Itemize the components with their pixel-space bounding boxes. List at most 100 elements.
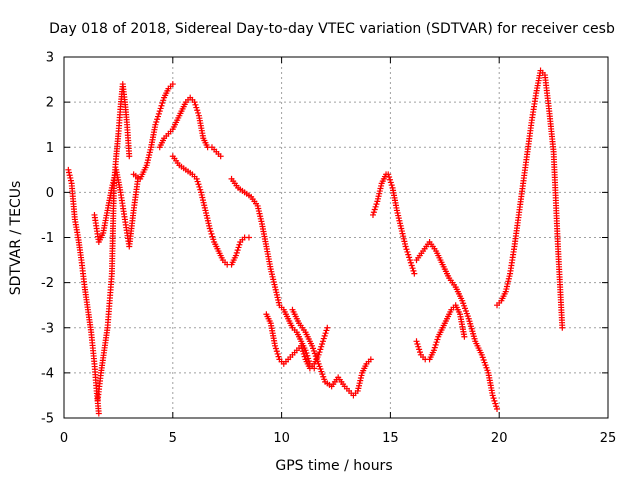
data-point-marker — [155, 113, 162, 120]
data-point-marker — [404, 248, 411, 255]
data-point-marker — [411, 270, 418, 277]
data-point-marker — [275, 353, 282, 360]
data-point-marker — [321, 332, 328, 339]
data-point-marker — [234, 247, 241, 254]
data-point-marker — [433, 339, 440, 346]
data-point-marker — [235, 244, 242, 251]
data-point-marker — [304, 352, 311, 359]
data-point-marker — [299, 345, 306, 352]
data-point-marker — [196, 183, 203, 190]
data-point-marker — [272, 342, 279, 349]
data-point-marker — [490, 395, 497, 402]
y-tick-label: -3 — [41, 321, 54, 336]
data-point-marker — [317, 346, 324, 353]
data-point-marker — [273, 348, 280, 355]
data-point-marker — [305, 355, 312, 362]
data-point-marker — [492, 400, 499, 407]
data-point-marker — [493, 403, 500, 410]
data-point-marker — [192, 101, 199, 108]
y-tick-label: 2 — [46, 96, 54, 111]
data-point-marker — [158, 102, 165, 109]
data-point-marker — [159, 100, 166, 107]
data-point-marker — [298, 342, 305, 349]
data-point-marker — [66, 169, 73, 176]
y-tick-label: -2 — [41, 276, 54, 291]
data-point-marker — [126, 153, 133, 160]
data-point-marker — [169, 81, 176, 88]
plot-frame — [63, 56, 609, 419]
data-point-marker — [372, 203, 379, 210]
tick-labels: 0 5 10 15 20 25 -5 -4 -3 -2 -1 0 1 2 3 — [41, 51, 616, 447]
data-point-marker — [559, 324, 566, 331]
data-point-marker — [272, 345, 279, 352]
x-tick-label: 15 — [382, 431, 399, 446]
data-point-marker — [409, 265, 416, 272]
data-point-marker — [324, 324, 331, 331]
x-axis-label: GPS time / hours — [275, 458, 392, 474]
data-point-marker — [318, 343, 325, 350]
data-point-marker — [67, 177, 74, 184]
data-point-marker — [316, 349, 323, 356]
chart-title: Day 018 of 2018, Sidereal Day-to-day VTE… — [49, 21, 615, 37]
data-point-marker — [367, 356, 374, 363]
y-tick-label: -4 — [41, 366, 54, 381]
grid-lines — [64, 57, 608, 418]
data-point-marker — [206, 225, 213, 232]
data-point-marker — [195, 109, 202, 116]
data-point-marker — [207, 228, 214, 235]
data-point-marker — [373, 201, 380, 208]
data-point-marker — [369, 211, 376, 218]
x-tick-label: 0 — [60, 431, 68, 446]
data-point-marker — [494, 405, 501, 412]
data-point-marker — [303, 350, 310, 357]
data-point-marker — [299, 348, 306, 355]
data-point-marker — [319, 338, 326, 345]
data-point-marker — [432, 341, 439, 348]
data-point-marker — [319, 340, 326, 347]
data-point-marker — [408, 262, 415, 269]
data-point-marker — [414, 340, 421, 347]
x-tick-label: 20 — [491, 431, 508, 446]
data-point-marker — [193, 104, 200, 111]
data-point-marker — [191, 99, 198, 106]
data-point-marker — [371, 206, 378, 213]
data-point-marker — [66, 172, 73, 179]
data-point-marker — [413, 338, 420, 345]
y-tick-label: -1 — [41, 231, 54, 246]
data-point-marker — [274, 350, 281, 357]
data-point-marker — [156, 108, 163, 115]
x-tick-label: 10 — [273, 431, 290, 446]
data-point-marker — [430, 347, 437, 354]
data-point-marker — [402, 243, 409, 250]
data-point-marker — [153, 118, 160, 125]
data-point-marker — [236, 241, 243, 248]
data-point-marker — [300, 350, 307, 357]
data-point-marker — [193, 175, 200, 182]
data-point-marker — [155, 110, 162, 117]
data-point-marker — [388, 182, 395, 189]
data-point-marker — [210, 236, 217, 243]
data-point-marker — [403, 246, 410, 253]
data-point-marker — [95, 410, 102, 417]
data-point-marker — [416, 349, 423, 356]
data-point-marker — [154, 116, 161, 123]
data-point-marker — [385, 171, 392, 178]
y-tick-label: 3 — [46, 51, 54, 66]
data-point-marker — [434, 336, 441, 343]
data-point-marker — [386, 174, 393, 181]
data-point-marker — [320, 335, 327, 342]
data-point-marker — [217, 153, 224, 160]
data-point-marker — [370, 209, 377, 216]
data-point-marker — [195, 181, 202, 188]
data-point-marker — [232, 252, 239, 259]
data-point-marker — [323, 327, 330, 334]
data-point-marker — [322, 330, 329, 337]
data-point-marker — [315, 351, 322, 358]
data-point-marker — [406, 257, 413, 264]
data-point-marker — [461, 333, 468, 340]
data-point-marker — [209, 233, 216, 240]
data-markers — [65, 67, 566, 417]
data-point-marker — [233, 249, 240, 256]
